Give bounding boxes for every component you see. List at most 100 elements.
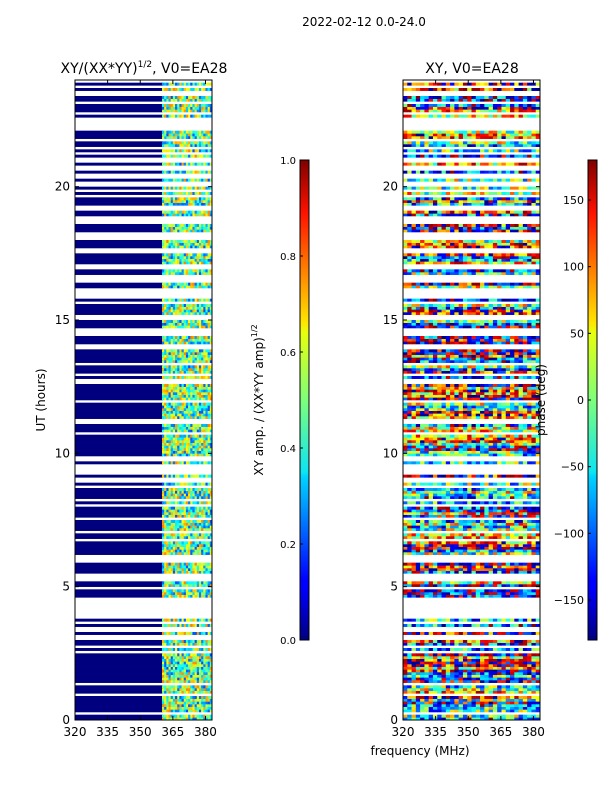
- xy-phase-heatmap-cell: [489, 688, 494, 691]
- amp-ratio-heatmap-cell: [177, 272, 179, 275]
- amp-ratio-heatmap-cell: [190, 507, 192, 510]
- amp-ratio-heatmap-cell: [169, 187, 171, 190]
- amp-ratio-heatmap-cell: [164, 405, 166, 408]
- amp-ratio-heatmap-cell: [175, 227, 177, 230]
- amp-ratio-heatmap-cell: [205, 261, 207, 264]
- amp-ratio-heatmap-cell: [197, 653, 199, 656]
- amp-ratio-heatmap-cell: [197, 709, 199, 712]
- amp-ratio-heatmap-cell: [199, 435, 201, 438]
- amp-ratio-heatmap-cell: [205, 624, 207, 627]
- xy-phase-heatmap-cell: [472, 571, 477, 574]
- amp-ratio-heatmap-cell: [164, 512, 166, 515]
- amp-ratio-heatmap-cell: [175, 224, 177, 227]
- amp-ratio-heatmap-cell: [199, 571, 201, 574]
- xy-phase-heatmap-cell: [463, 696, 468, 699]
- amp-ratio-heatmap-cell: [208, 581, 210, 584]
- amp-ratio-heatmap-cell: [175, 515, 177, 518]
- amp-ratio-heatmap-cell: [192, 664, 194, 667]
- xy-phase-heatmap-cell: [506, 699, 511, 702]
- amp-ratio-heatmap-cell: [190, 475, 192, 478]
- amp-ratio-heatmap-cell: [169, 520, 171, 523]
- amp-ratio-heatmap-cell: [195, 704, 197, 707]
- amp-ratio-heatmap-cell: [162, 461, 164, 464]
- amp-ratio-heatmap-cell: [175, 384, 177, 387]
- amp-ratio-heatmap-cell: [192, 688, 194, 691]
- amp-ratio-heatmap-row: [75, 227, 163, 230]
- amp-ratio-heatmap-cell: [169, 365, 171, 368]
- amp-ratio-heatmap-cell: [186, 568, 188, 571]
- xy-phase-heatmap-cell: [480, 632, 485, 635]
- amp-ratio-heatmap-cell: [173, 656, 175, 659]
- amp-ratio-heatmap-cell: [175, 544, 177, 547]
- amp-ratio-heatmap-cell: [186, 144, 188, 147]
- amp-ratio-heatmap-cell: [162, 653, 164, 656]
- amp-ratio-heatmap-cell: [179, 405, 181, 408]
- amp-ratio-heatmap-cell: [173, 203, 175, 206]
- amp-ratio-heatmap-cell: [177, 709, 179, 712]
- amp-ratio-heatmap-cell: [166, 701, 168, 704]
- amp-ratio-heatmap-cell: [162, 677, 164, 680]
- xy-phase-heatmap-cell: [446, 672, 451, 675]
- amp-ratio-heatmap-cell: [173, 133, 175, 136]
- amp-ratio-heatmap-cell: [184, 536, 186, 539]
- amp-ratio-heatmap-cell: [195, 429, 197, 432]
- amp-ratio-heatmap-cell: [199, 675, 201, 678]
- xy-phase-heatmap-cell: [523, 672, 528, 675]
- xy-phase-heatmap-cell: [506, 520, 511, 523]
- amp-ratio-heatmap-cell: [190, 384, 192, 387]
- xy-phase-heatmap-cell: [429, 581, 434, 584]
- xy-phase-heatmap-cell: [493, 685, 498, 688]
- amp-ratio-heatmap-cell: [182, 592, 184, 595]
- xy-phase-heatmap-cell: [531, 691, 536, 694]
- amp-ratio-heatmap-cell: [182, 339, 184, 342]
- amp-ratio-heatmap-cell: [182, 99, 184, 102]
- xy-phase-heatmap-cell: [442, 715, 447, 718]
- xy-phase-heatmap-cell: [412, 525, 417, 528]
- xy-phase-heatmap-cell: [480, 669, 485, 672]
- xy-phase-heatmap-cell: [429, 595, 434, 598]
- xy-phase-heatmap-cell: [407, 688, 412, 691]
- amp-ratio-heatmap-cell: [199, 448, 201, 451]
- amp-ratio-heatmap-cell: [182, 680, 184, 683]
- amp-ratio-heatmap-cell: [171, 323, 173, 326]
- xy-phase-heatmap-cell: [484, 528, 489, 531]
- amp-ratio-heatmap-cell: [195, 445, 197, 448]
- amp-ratio-heatmap-cell: [164, 648, 166, 651]
- xy-phase-heatmap-cell: [510, 664, 515, 667]
- xy-phase-heatmap-cell: [514, 547, 519, 550]
- xy-phase-heatmap-cell: [420, 709, 425, 712]
- amp-ratio-heatmap-cell: [195, 493, 197, 496]
- amp-ratio-heatmap-cell: [208, 261, 210, 264]
- amp-ratio-heatmap-cell: [188, 155, 190, 158]
- amp-ratio-heatmap-cell: [197, 256, 199, 259]
- amp-ratio-heatmap-cell: [192, 659, 194, 662]
- amp-ratio-heatmap-cell: [184, 435, 186, 438]
- amp-ratio-heatmap-cell: [182, 227, 184, 230]
- amp-ratio-heatmap-cell: [182, 640, 184, 643]
- amp-ratio-heatmap-cell: [201, 163, 203, 166]
- amp-ratio-heatmap-cell: [192, 568, 194, 571]
- xy-phase-heatmap-cell: [407, 624, 412, 627]
- xy-phase-heatmap-cell: [437, 533, 442, 536]
- amp-ratio-heatmap-cell: [208, 413, 210, 416]
- amp-ratio-heatmap-cell: [208, 448, 210, 451]
- amp-ratio-heatmap-cell: [177, 368, 179, 371]
- xy-phase-heatmap-cell: [446, 632, 451, 635]
- xy-phase-heatmap-cell: [407, 568, 412, 571]
- amp-ratio-heatmap-cell: [197, 528, 199, 531]
- xy-phase-heatmap-cell: [429, 520, 434, 523]
- xy-phase-heatmap-cell: [510, 525, 515, 528]
- xy-phase-heatmap-cell: [424, 680, 429, 683]
- amp-ratio-heatmap-cell: [177, 245, 179, 248]
- amp-ratio-heatmap-cell: [169, 565, 171, 568]
- amp-ratio-heatmap-cell: [190, 227, 192, 230]
- amp-ratio-heatmap-cell: [190, 392, 192, 395]
- amp-ratio-heatmap-cell: [205, 179, 207, 182]
- amp-ratio-heatmap-cell: [190, 424, 192, 427]
- xy-phase-heatmap-cell: [412, 704, 417, 707]
- amp-ratio-heatmap-cell: [197, 240, 199, 243]
- xy-phase-heatmap-cell: [463, 680, 468, 683]
- xy-phase-heatmap-cell: [497, 536, 502, 539]
- amp-ratio-heatmap-cell: [199, 240, 201, 243]
- amp-ratio-heatmap-cell: [197, 549, 199, 552]
